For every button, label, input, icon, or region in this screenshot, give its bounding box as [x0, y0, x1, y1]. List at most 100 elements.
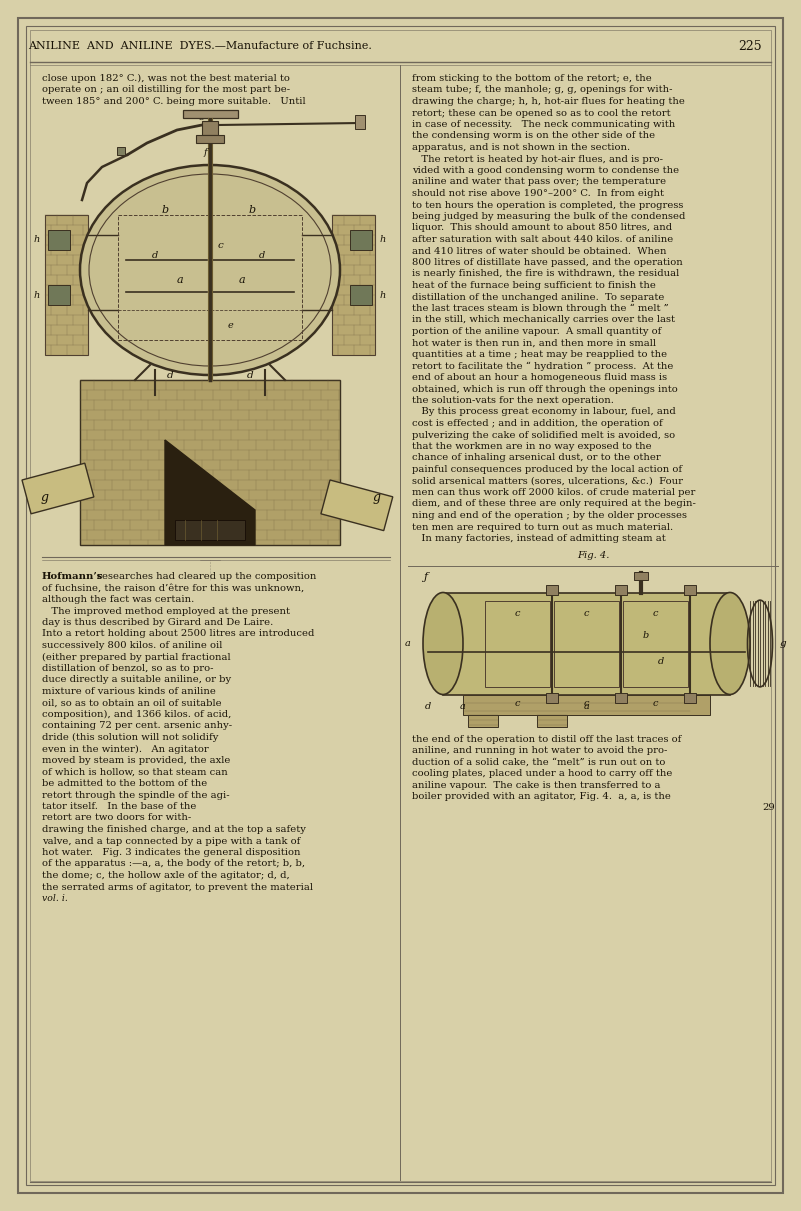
Text: d: d [167, 371, 173, 379]
Text: hot water.   Fig. 3 indicates the general disposition: hot water. Fig. 3 indicates the general … [42, 848, 300, 857]
Text: be admitted to the bottom of the: be admitted to the bottom of the [42, 779, 207, 788]
Bar [22, 463, 94, 513]
Text: operate on ; an oil distilling for the most part be-: operate on ; an oil distilling for the m… [42, 86, 290, 94]
Text: hot water is then run in, and then more in small: hot water is then run in, and then more … [412, 339, 656, 348]
Text: composition), and 1366 kilos. of acid,: composition), and 1366 kilos. of acid, [42, 710, 231, 719]
Bar [117, 147, 125, 155]
Bar [443, 592, 730, 694]
Text: retort are two doors for with-: retort are two doors for with- [42, 814, 191, 822]
Bar [48, 230, 70, 249]
Text: retort; these can be opened so as to cool the retort: retort; these can be opened so as to coo… [412, 109, 670, 117]
Text: men can thus work off 2000 kilos. of crude material per: men can thus work off 2000 kilos. of cru… [412, 488, 695, 497]
Text: solid arsenical matters (sores, ulcerations, &c.)  Four: solid arsenical matters (sores, ulcerati… [412, 476, 683, 486]
Text: duce directly a suitable aniline, or by: duce directly a suitable aniline, or by [42, 676, 231, 684]
Text: d: d [247, 371, 253, 379]
Ellipse shape [80, 165, 340, 375]
Text: vol. i.: vol. i. [42, 894, 68, 903]
Text: quantities at a time ; heat may be reapplied to the: quantities at a time ; heat may be reapp… [412, 350, 667, 358]
Bar [48, 285, 70, 305]
Ellipse shape [710, 592, 750, 694]
Text: c: c [653, 699, 658, 707]
Text: the condensing worm is on the other side of the: the condensing worm is on the other side… [412, 132, 655, 140]
Text: painful consequences produced by the local action of: painful consequences produced by the loc… [412, 465, 682, 474]
Bar [485, 601, 550, 687]
Text: close upon 182° C.), was not the best material to: close upon 182° C.), was not the best ma… [42, 74, 290, 84]
Text: c: c [584, 608, 590, 618]
Bar [546, 693, 558, 702]
Text: The retort is heated by hot-air flues, and is pro-: The retort is heated by hot-air flues, a… [412, 155, 663, 163]
Bar [463, 694, 710, 714]
Text: h: h [380, 291, 386, 299]
Text: ANILINE  AND  ANILINE  DYES.—Manufacture of Fuchsine.: ANILINE AND ANILINE DYES.—Manufacture of… [28, 41, 372, 51]
Text: cost is effected ; and in addition, the operation of: cost is effected ; and in addition, the … [412, 419, 662, 427]
Text: h: h [34, 291, 40, 299]
Text: Into a retort holding about 2500 litres are introduced: Into a retort holding about 2500 litres … [42, 630, 314, 638]
Text: 225: 225 [739, 40, 762, 52]
Text: end of about an hour a homogeneous fluid mass is: end of about an hour a homogeneous fluid… [412, 373, 667, 381]
Text: aniline, and running in hot water to avoid the pro-: aniline, and running in hot water to avo… [412, 746, 667, 754]
Text: apparatus, and is not shown in the section.: apparatus, and is not shown in the secti… [412, 143, 630, 153]
Text: portion of the aniline vapour.  A small quantity of: portion of the aniline vapour. A small q… [412, 327, 662, 335]
Text: vided with a good condensing worm to condense the: vided with a good condensing worm to con… [412, 166, 679, 176]
Ellipse shape [423, 592, 463, 694]
Text: g: g [373, 492, 381, 505]
Text: moved by steam is provided, the axle: moved by steam is provided, the axle [42, 756, 231, 765]
Bar [118, 216, 302, 340]
Text: valve, and a tap connected by a pipe with a tank of: valve, and a tap connected by a pipe wit… [42, 837, 300, 845]
Bar [196, 134, 224, 143]
Bar [537, 714, 567, 727]
Text: retort to facilitate the “ hydration ” process.  At the: retort to facilitate the “ hydration ” p… [412, 362, 674, 371]
Text: drawing the charge; h, h, hot-air flues for heating the: drawing the charge; h, h, hot-air flues … [412, 97, 685, 107]
Bar [350, 230, 372, 249]
Text: Fig. 3.: Fig. 3. [189, 110, 221, 120]
Text: In many factories, instead of admitting steam at: In many factories, instead of admitting … [412, 534, 666, 543]
Text: d: d [425, 702, 431, 711]
Text: d: d [259, 251, 265, 259]
Text: in the still, which mechanically carries over the last: in the still, which mechanically carries… [412, 316, 675, 325]
Bar [615, 693, 627, 702]
Text: even in the winter).   An agitator: even in the winter). An agitator [42, 745, 209, 753]
Text: duction of a solid cake, the “melt” is run out on to: duction of a solid cake, the “melt” is r… [412, 758, 666, 767]
Text: oil, so as to obtain an oil of suitable: oil, so as to obtain an oil of suitable [42, 699, 222, 707]
Text: a: a [177, 275, 183, 285]
Text: aniline vapour.  The cake is then transferred to a: aniline vapour. The cake is then transfe… [412, 781, 661, 790]
Bar [321, 480, 392, 530]
Polygon shape [165, 440, 255, 545]
Bar [623, 601, 688, 687]
Text: a: a [460, 702, 466, 711]
Text: tween 185° and 200° C. being more suitable.   Until: tween 185° and 200° C. being more suitab… [42, 97, 306, 107]
Bar [634, 572, 647, 580]
Text: liquor.  This should amount to about 850 litres, and: liquor. This should amount to about 850 … [412, 224, 672, 233]
Text: being judged by measuring the bulk of the condensed: being judged by measuring the bulk of th… [412, 212, 686, 220]
Text: retort through the spindle of the agi-: retort through the spindle of the agi- [42, 791, 230, 799]
Text: should not rise above 190°–200° C.  In from eight: should not rise above 190°–200° C. In fr… [412, 189, 664, 199]
Bar [554, 601, 619, 687]
Text: d: d [152, 251, 158, 259]
Text: a: a [239, 275, 245, 285]
Text: e: e [227, 321, 233, 329]
Text: h: h [380, 235, 386, 245]
Text: 800 litres of distillate have passed, and the operation: 800 litres of distillate have passed, an… [412, 258, 682, 266]
Text: of the apparatus :—a, a, the body of the retort; b, b,: of the apparatus :—a, a, the body of the… [42, 860, 305, 868]
Bar [468, 714, 498, 727]
Bar [350, 285, 372, 305]
Text: ten men are required to turn out as much material.: ten men are required to turn out as much… [412, 522, 673, 532]
Text: the dome; c, the hollow axle of the agitator; d, d,: the dome; c, the hollow axle of the agit… [42, 871, 290, 880]
Text: the solution-vats for the next operation.: the solution-vats for the next operation… [412, 396, 614, 404]
Text: By this process great economy in labour, fuel, and: By this process great economy in labour,… [412, 407, 676, 417]
Bar [80, 380, 340, 545]
Text: chance of inhaling arsenical dust, or to the other: chance of inhaling arsenical dust, or to… [412, 453, 661, 463]
Text: in case of necessity.   The neck communicating with: in case of necessity. The neck communica… [412, 120, 675, 130]
Text: c: c [653, 608, 658, 618]
Bar [355, 115, 365, 130]
Text: and 410 litres of water should be obtained.  When: and 410 litres of water should be obtain… [412, 247, 666, 256]
Text: of which is hollow, so that steam can: of which is hollow, so that steam can [42, 768, 227, 776]
Text: from sticking to the bottom of the retort; e, the: from sticking to the bottom of the retor… [412, 74, 652, 84]
Text: is nearly finished, the fire is withdrawn, the residual: is nearly finished, the fire is withdraw… [412, 270, 679, 279]
Text: ning and end of the operation ; by the older processes: ning and end of the operation ; by the o… [412, 511, 687, 520]
Text: h: h [34, 235, 40, 245]
Text: to ten hours the operation is completed, the progress: to ten hours the operation is completed,… [412, 201, 683, 210]
Bar [615, 585, 627, 595]
Text: d: d [658, 658, 663, 666]
Text: Fig. 4.: Fig. 4. [578, 551, 610, 561]
